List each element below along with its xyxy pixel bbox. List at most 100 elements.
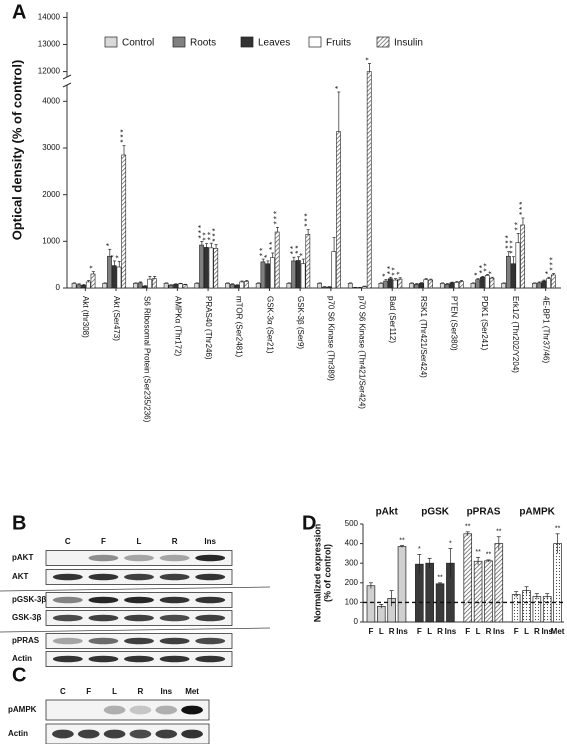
significance: **	[555, 526, 561, 533]
bar	[203, 247, 209, 289]
bar	[116, 266, 122, 289]
x-tick-label: PTEN (Ser380)	[449, 296, 458, 351]
bar	[194, 283, 200, 289]
bar	[423, 279, 429, 289]
bar	[366, 71, 372, 289]
blot-band	[195, 655, 226, 663]
blot-band	[159, 637, 190, 645]
blot-band	[195, 614, 226, 622]
axis-break	[62, 82, 72, 88]
y-tick-label: 100	[345, 598, 359, 607]
lane-label: Ins	[204, 537, 216, 546]
significance: *	[473, 271, 482, 276]
blot-band	[52, 596, 83, 604]
bar	[489, 277, 495, 289]
x-tick-label: F	[465, 627, 470, 636]
bar	[239, 281, 245, 289]
blot-band	[124, 596, 154, 604]
y-tick-label: 12000	[38, 67, 61, 76]
blot-band	[195, 637, 226, 645]
blot-band	[195, 554, 226, 562]
bar	[85, 281, 91, 289]
blot-band	[195, 573, 226, 581]
legend-label: Roots	[190, 38, 216, 49]
y-tick-label: 300	[345, 558, 359, 567]
blot-band	[124, 573, 154, 581]
x-tick-label: L	[476, 627, 481, 636]
x-tick-label: AMPKα (Thr172)	[173, 296, 182, 357]
bar	[484, 560, 493, 623]
bar	[102, 283, 108, 289]
x-tick-label: Ins	[396, 627, 408, 636]
bar	[378, 283, 384, 289]
significance: *	[334, 84, 343, 89]
bar	[81, 284, 86, 289]
lane-label: Met	[185, 687, 199, 696]
row-label: pAKT	[12, 553, 33, 562]
significance: **	[294, 243, 303, 253]
bar	[208, 247, 214, 289]
y-tick-label: 2000	[42, 190, 60, 199]
bar	[475, 279, 481, 289]
bar	[152, 278, 157, 289]
x-tick-label: Ins	[445, 627, 457, 636]
bar	[428, 279, 433, 289]
panel-label: C	[12, 664, 26, 686]
blot-band	[155, 729, 178, 739]
x-tick-label: p70 S6 Kinase (Thr389)	[327, 296, 336, 381]
blot-band	[103, 729, 126, 739]
bar	[177, 283, 183, 289]
y-axis-label: Optical density (% of control)	[9, 60, 24, 241]
legend-swatch	[308, 36, 322, 48]
bar	[366, 585, 376, 623]
bar	[425, 562, 434, 623]
bar	[305, 234, 311, 289]
bar	[449, 282, 455, 289]
x-tick-label: S6 Ribosomal Protein (Ser235/236)	[143, 296, 152, 423]
lane-label: Ins	[160, 687, 172, 696]
y-tick-label: 14000	[38, 13, 61, 22]
significance: **	[513, 220, 522, 230]
bar	[506, 255, 511, 289]
separator	[0, 586, 271, 592]
bar	[362, 286, 367, 289]
legend-swatch	[240, 36, 254, 48]
significance: **	[437, 575, 443, 582]
legend-swatch	[376, 36, 390, 48]
panel-label: D	[302, 512, 316, 534]
x-tick-label: PRAS40 (Thr246)	[204, 296, 213, 360]
bar	[480, 276, 485, 289]
significance: **	[465, 524, 471, 531]
blot-band	[52, 573, 83, 581]
blot-band	[159, 554, 190, 562]
significance: **	[478, 263, 487, 273]
bar	[244, 281, 249, 289]
significance: *	[381, 271, 390, 276]
bar	[553, 543, 562, 623]
x-tick-label: Akt (thr308)	[81, 296, 90, 338]
significance: *	[487, 269, 496, 274]
bar	[286, 283, 292, 289]
blot-band	[129, 705, 152, 715]
group-title: pAkt	[376, 507, 399, 518]
significance: ***	[549, 255, 558, 270]
bar	[511, 594, 521, 623]
lane-label: C	[65, 537, 71, 546]
significance: **	[486, 552, 492, 559]
x-tick-label: R	[534, 627, 540, 636]
bar	[234, 284, 240, 289]
bar	[270, 257, 275, 289]
bar	[331, 251, 337, 289]
row-label: pGSK-3β	[12, 595, 46, 604]
blot-band	[159, 655, 190, 663]
blot-band	[181, 729, 203, 739]
bar	[546, 278, 551, 289]
x-tick-label: Erk1/2 (Thr202/Y204)	[511, 296, 520, 373]
bar	[392, 279, 398, 289]
bar	[347, 283, 353, 289]
significance: **	[268, 240, 277, 250]
separator	[0, 627, 271, 633]
lane-label: R	[138, 687, 144, 696]
blot-band	[195, 596, 226, 604]
